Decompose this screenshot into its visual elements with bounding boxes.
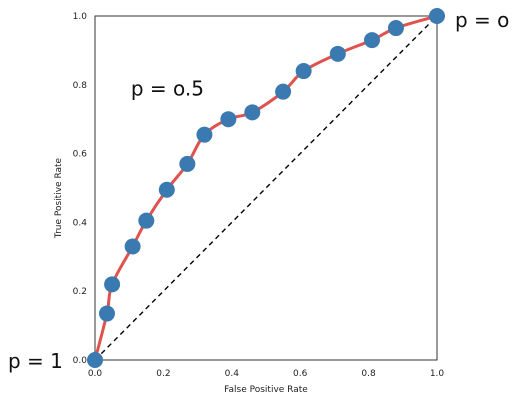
roc-point-10: [275, 83, 292, 100]
roc-point-11: [295, 63, 312, 80]
roc-point-2: [104, 276, 121, 293]
y-axis-ticks: 0.0 0.2 0.4 0.6 0.8 1.0: [73, 12, 88, 366]
annotation-label: p = o.5: [131, 77, 204, 101]
y-tick-label: 0.4: [73, 218, 88, 228]
roc-point-0: [87, 352, 103, 368]
roc-point-7: [196, 126, 213, 143]
roc-point-13: [364, 32, 381, 49]
y-tick-label: 1.0: [73, 12, 88, 22]
x-tick-label: 1.0: [430, 369, 445, 379]
annotations: p = 1 p = o.5 p = o: [8, 8, 509, 373]
roc-point-9: [244, 104, 261, 121]
x-tick-label: 0.2: [156, 369, 170, 379]
roc-point-1: [98, 305, 115, 322]
roc-point-15: [429, 8, 445, 24]
annotation-label: p = 1: [8, 349, 63, 373]
y-tick-label: 0.0: [73, 356, 88, 366]
roc-points: [87, 8, 445, 368]
axes: [94, 15, 438, 361]
y-tick-label: 0.2: [73, 287, 87, 297]
x-tick-label: 0.0: [88, 369, 103, 379]
roc-point-5: [158, 181, 175, 198]
roc-point-12: [329, 45, 346, 62]
roc-point-4: [138, 212, 155, 229]
plot-frame: [94, 15, 438, 361]
diagonal-reference-line: [94, 15, 438, 361]
x-tick-label: 0.8: [361, 369, 376, 379]
x-axis-title: False Positive Rate: [224, 385, 308, 395]
diagonal-line: [94, 15, 438, 361]
roc-point-14: [387, 20, 404, 37]
roc-curve-line: [93, 14, 439, 362]
y-tick-label: 0.6: [73, 150, 88, 160]
roc-curve: [93, 14, 439, 362]
y-axis-title: True Positive Rate: [54, 157, 64, 239]
x-axis-ticks: 0.0 0.2 0.4 0.6 0.8 1.0: [88, 369, 445, 379]
x-tick-label: 0.4: [225, 369, 240, 379]
x-tick-label: 0.6: [293, 369, 308, 379]
roc-point-6: [179, 155, 196, 172]
annotation-label: p = o: [455, 8, 509, 32]
y-tick-label: 0.8: [73, 81, 88, 91]
roc-point-8: [220, 111, 237, 128]
roc-point-3: [124, 238, 141, 255]
